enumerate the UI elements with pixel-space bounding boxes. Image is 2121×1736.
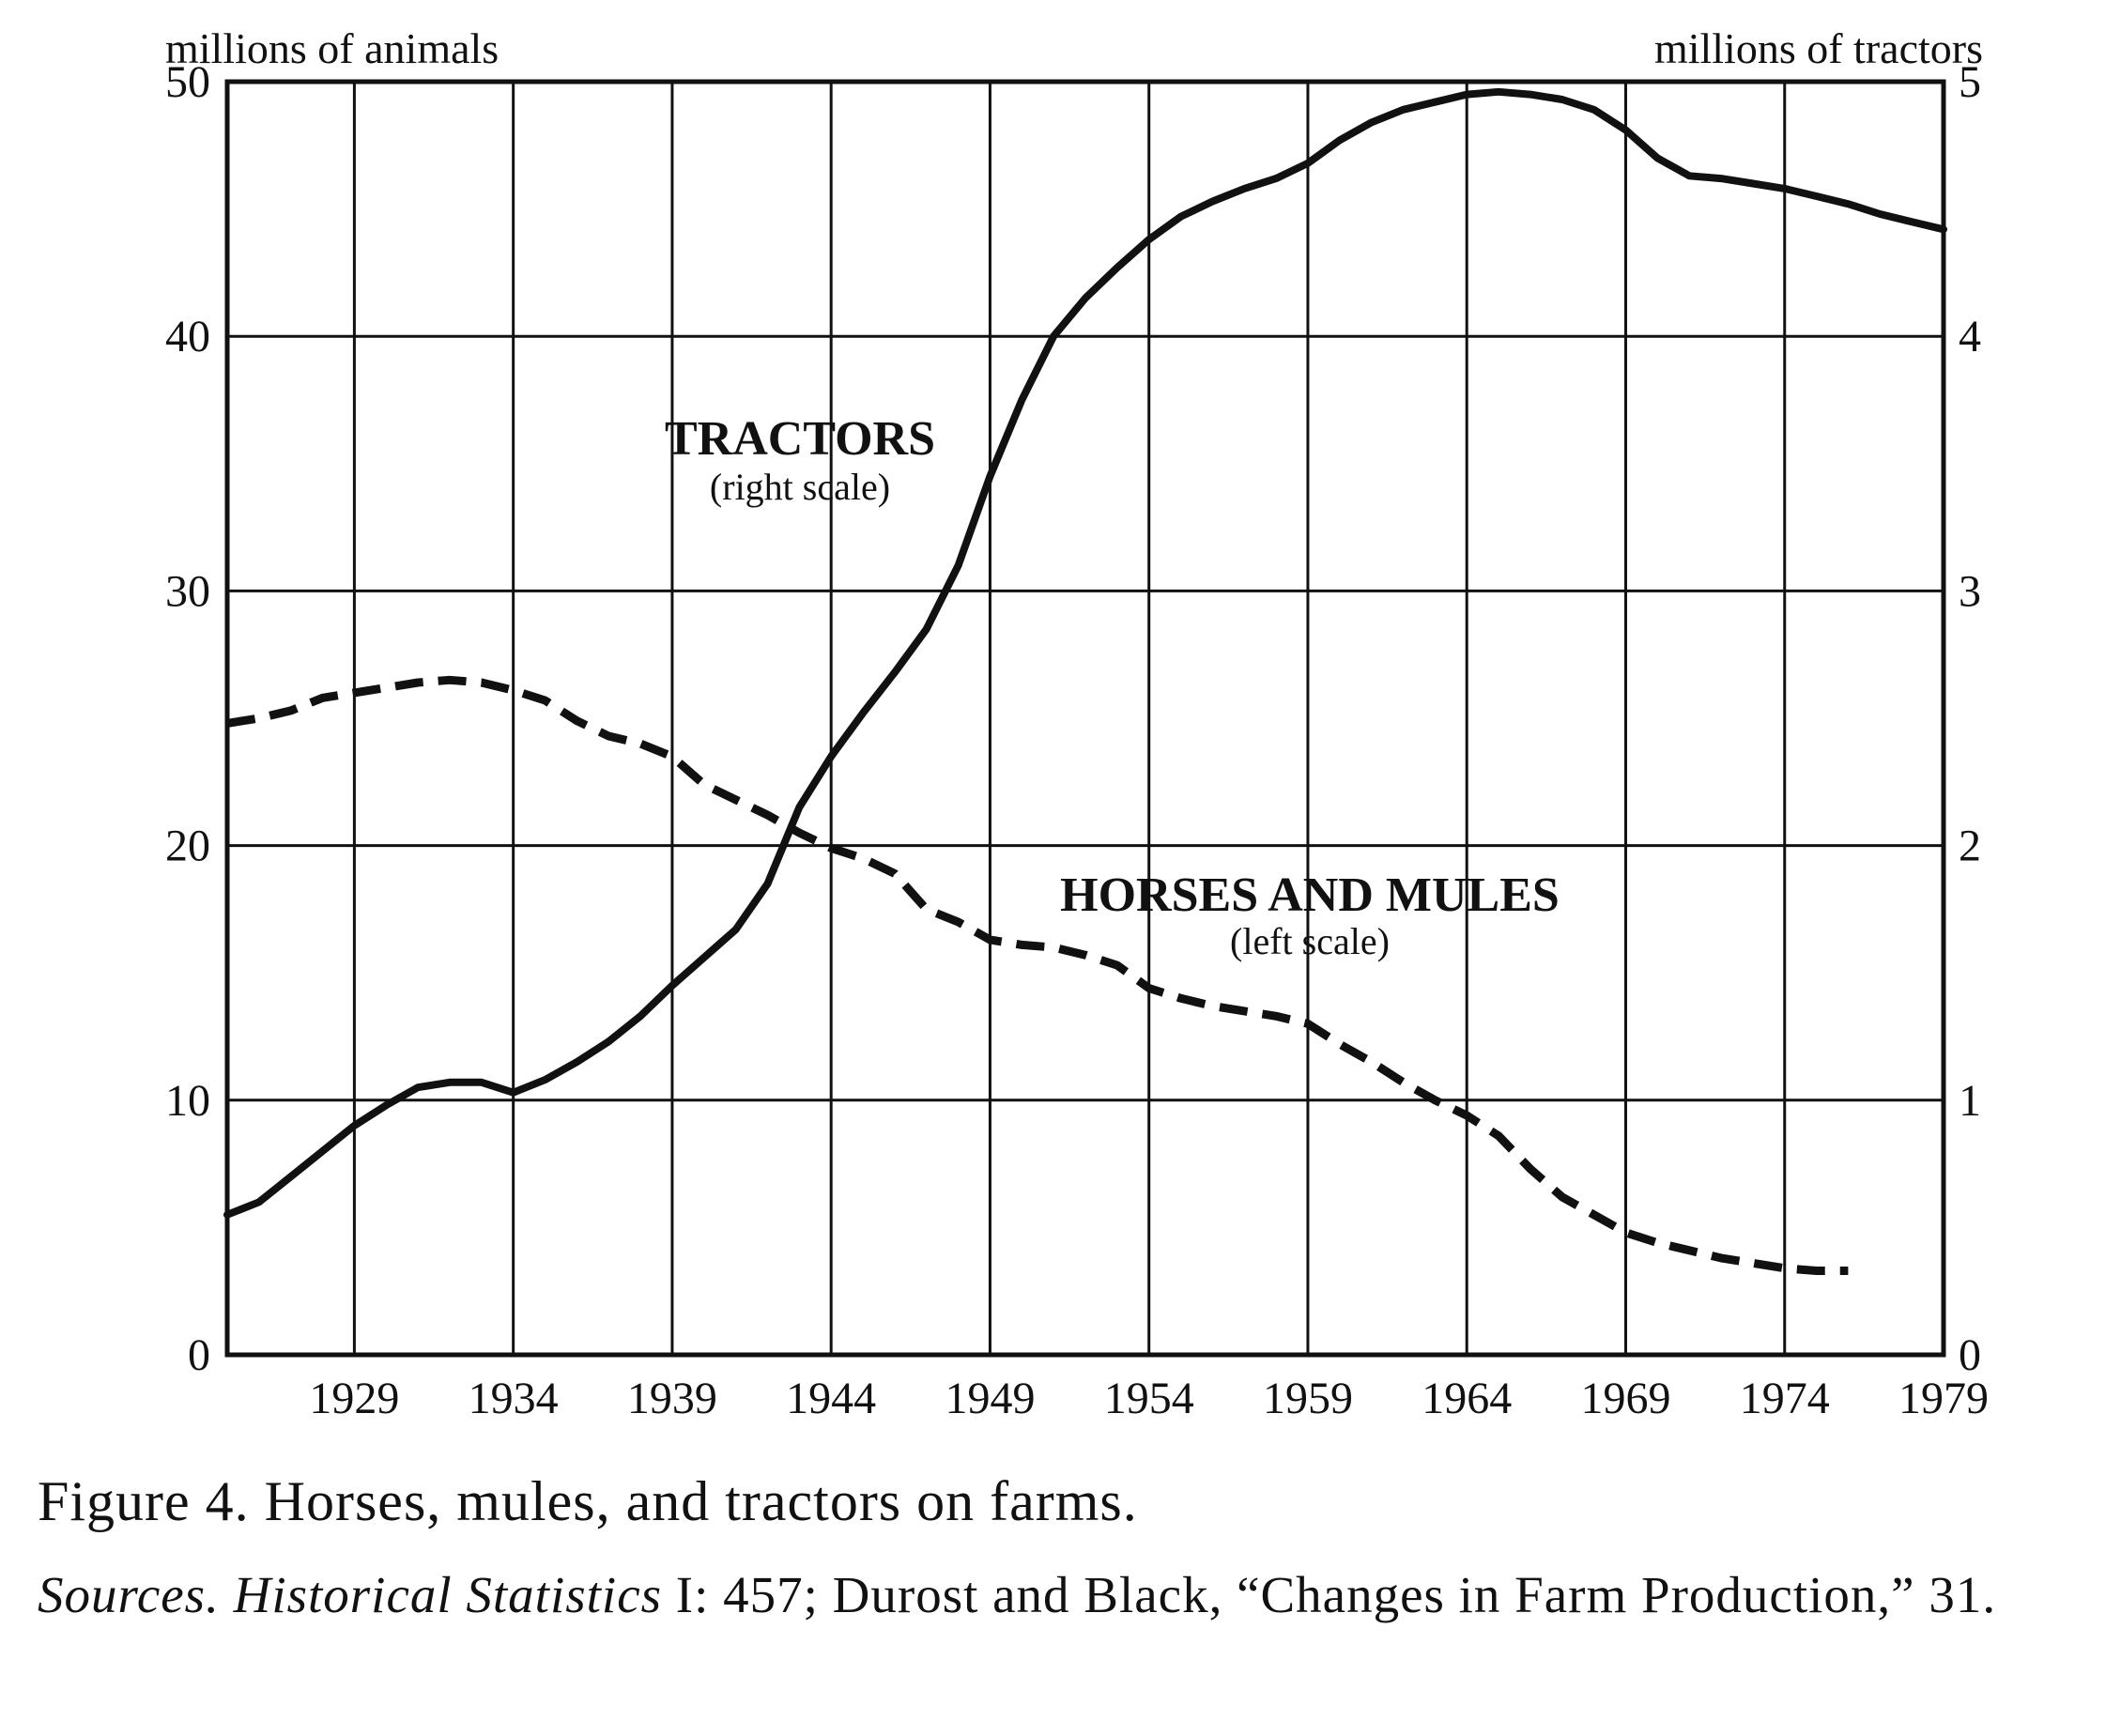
series — [223, 87, 1947, 1275]
right-tick-label: 4 — [1959, 312, 1981, 361]
right-tick-label: 5 — [1959, 57, 1981, 107]
x-tick-label: 1939 — [627, 1374, 717, 1423]
grid — [227, 82, 1944, 1355]
left-tick-label: 50 — [165, 57, 210, 107]
x-tick-label: 1934 — [469, 1374, 559, 1423]
x-tick-label: 1964 — [1422, 1374, 1512, 1423]
left-axis-title: millions of animals — [165, 24, 499, 72]
left-tick-label: 10 — [165, 1076, 210, 1126]
right-tick-label: 2 — [1959, 822, 1981, 871]
right-tick-label: 0 — [1959, 1330, 1981, 1380]
figure-caption: Figure 4. Horses, mules, and tractors on… — [38, 1470, 1138, 1532]
tick-labels: 1929 1934 1939 1944 1949 1954 1959 1964 1969 1974… — [165, 57, 1989, 1423]
right-axis-title: millions of tractors — [1654, 24, 1983, 72]
figure-sources: Sources. Historical Statistics I: 457; D… — [38, 1559, 2094, 1632]
horses-mules-line — [226, 675, 1849, 1275]
x-tick-label: 1969 — [1580, 1374, 1670, 1423]
right-tick-label: 3 — [1959, 566, 1981, 616]
tractors-label: TRACTORS — [665, 412, 935, 466]
x-tick-label: 1944 — [786, 1374, 876, 1423]
tractors-line — [223, 87, 1947, 1219]
sources-publication: Historical Statistics — [233, 1566, 663, 1623]
sources-label: Sources. — [38, 1566, 220, 1623]
x-tick-label: 1929 — [309, 1374, 399, 1423]
x-tick-label: 1949 — [945, 1374, 1035, 1423]
left-tick-label: 20 — [165, 822, 210, 871]
left-tick-label: 0 — [188, 1330, 210, 1380]
horses-mules-label: HORSES AND MULES — [1060, 868, 1560, 922]
right-tick-label: 1 — [1959, 1076, 1981, 1126]
plot-frame — [224, 79, 1946, 1358]
x-tick-label: 1959 — [1263, 1374, 1353, 1423]
x-tick-label: 1954 — [1104, 1374, 1194, 1423]
left-tick-label: 40 — [165, 312, 210, 361]
sources-text: I: 457; Durost and Black, “Changes in Fa… — [675, 1566, 1997, 1623]
tractors-scale-note: (right scale) — [710, 466, 890, 508]
x-tick-label: 1974 — [1740, 1374, 1830, 1423]
left-tick-label: 30 — [165, 566, 210, 616]
horses-mules-scale-note: (left scale) — [1230, 920, 1390, 962]
x-tick-label: 1979 — [1898, 1374, 1989, 1423]
